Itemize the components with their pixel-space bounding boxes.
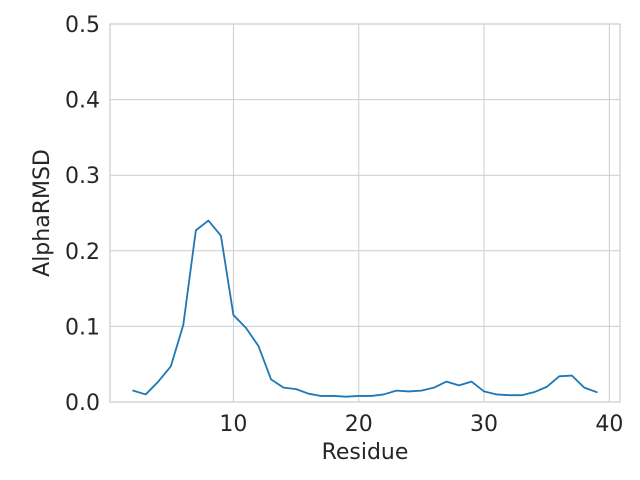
y-tick-labels: 0.0 0.1 0.2 0.3 0.4 0.5: [65, 13, 100, 416]
x-tick-label: 20: [345, 412, 373, 437]
y-tick-label: 0.5: [65, 13, 100, 38]
y-tick-label: 0.3: [65, 164, 100, 189]
x-tick-labels: 10 20 30 40: [219, 412, 623, 437]
plot-area-frame: [109, 23, 621, 403]
x-tick-label: 30: [470, 412, 498, 437]
y-tick-label: 0.2: [65, 240, 100, 265]
x-tick-label: 10: [219, 412, 247, 437]
y-tick-label: 0.0: [65, 391, 100, 416]
series-layer: [132, 219, 598, 398]
grid-lines: [110, 23, 620, 403]
x-tick-label: 40: [595, 412, 623, 437]
x-axis-label: Residue: [322, 440, 409, 465]
y-tick-label: 0.1: [65, 315, 100, 340]
series-line: [132, 219, 598, 398]
y-tick-label: 0.4: [65, 89, 100, 114]
y-axis-label: AlphaRMSD: [30, 149, 55, 277]
